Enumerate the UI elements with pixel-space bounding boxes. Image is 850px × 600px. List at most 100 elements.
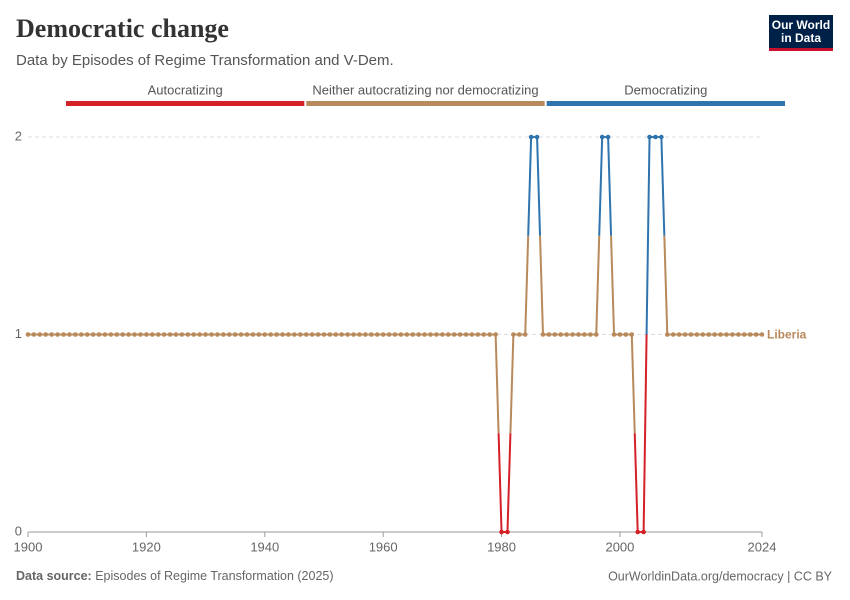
data-point bbox=[546, 332, 552, 337]
data-point bbox=[505, 529, 510, 535]
data-point bbox=[629, 332, 635, 337]
x-tick-label: 2000 bbox=[605, 539, 634, 554]
data-point bbox=[499, 529, 504, 535]
data-point bbox=[221, 332, 226, 337]
data-point bbox=[37, 332, 43, 337]
data-point bbox=[315, 332, 321, 337]
x-tick-label: 1960 bbox=[369, 539, 398, 554]
line-segment bbox=[630, 334, 636, 434]
data-point bbox=[706, 332, 712, 337]
line-segment bbox=[598, 136, 604, 236]
data-point bbox=[522, 332, 528, 337]
data-point bbox=[351, 332, 356, 337]
data-point bbox=[185, 332, 191, 337]
line-segment bbox=[524, 235, 530, 335]
data-point bbox=[102, 332, 108, 337]
data-point bbox=[517, 332, 522, 337]
data-point bbox=[534, 134, 540, 140]
line-segment bbox=[536, 136, 542, 236]
x-tick-label: 2024 bbox=[748, 539, 777, 554]
data-point bbox=[670, 332, 676, 337]
line-segment bbox=[494, 334, 500, 434]
legend-label: Democratizing bbox=[624, 82, 707, 97]
data-point bbox=[114, 332, 120, 337]
data-point bbox=[339, 332, 345, 337]
line-segment bbox=[539, 235, 544, 335]
logo-underline bbox=[769, 48, 833, 51]
data-point bbox=[440, 332, 445, 337]
data-point bbox=[558, 332, 564, 337]
x-tick-label: 1940 bbox=[250, 539, 279, 554]
data-point bbox=[635, 529, 640, 535]
data-point bbox=[31, 332, 37, 337]
y-tick-label: 2 bbox=[15, 128, 22, 143]
credit[interactable]: OurWorldinData.org/democracy | CC BY bbox=[608, 569, 833, 583]
legend-swatch bbox=[306, 101, 545, 106]
data-point bbox=[363, 332, 368, 337]
data-point bbox=[682, 332, 688, 337]
data-point bbox=[179, 332, 185, 337]
data-point bbox=[126, 332, 131, 337]
data-point bbox=[676, 332, 682, 337]
line-segment bbox=[642, 334, 648, 533]
y-tick-label: 1 bbox=[15, 326, 22, 341]
data-point bbox=[155, 332, 161, 337]
data-point bbox=[451, 332, 457, 337]
legend-label: Neither autocratizing nor democratizing bbox=[312, 82, 538, 97]
data-point bbox=[244, 332, 250, 337]
legend-swatch bbox=[546, 101, 785, 106]
line-segment bbox=[660, 136, 666, 236]
data-point bbox=[688, 332, 694, 337]
data-point bbox=[345, 332, 350, 337]
x-tick-label: 1900 bbox=[14, 539, 43, 554]
line-segment bbox=[527, 136, 533, 236]
line-segment bbox=[633, 433, 639, 533]
data-point bbox=[43, 332, 49, 337]
data-point bbox=[588, 332, 593, 337]
data-point bbox=[67, 332, 72, 337]
data-point bbox=[380, 332, 386, 337]
data-point bbox=[49, 332, 54, 337]
data-point bbox=[623, 332, 629, 337]
logo[interactable]: Our World in Data bbox=[769, 15, 833, 51]
data-point bbox=[582, 332, 587, 337]
data-point bbox=[386, 332, 392, 337]
line-segment bbox=[509, 334, 515, 434]
line-segment bbox=[610, 235, 616, 335]
data-point bbox=[309, 332, 315, 337]
data-point bbox=[422, 332, 427, 337]
data-point bbox=[268, 332, 273, 337]
data-point bbox=[357, 332, 362, 337]
data-point bbox=[286, 332, 291, 337]
data-point bbox=[463, 332, 469, 337]
data-point bbox=[759, 332, 765, 337]
data-point bbox=[511, 332, 516, 337]
data-point bbox=[321, 332, 327, 337]
data-point bbox=[161, 332, 167, 337]
data-point bbox=[445, 332, 451, 337]
data-point bbox=[736, 332, 741, 337]
data-point bbox=[232, 332, 238, 337]
data-point bbox=[730, 332, 735, 337]
data-point bbox=[238, 332, 244, 337]
data-point bbox=[712, 332, 717, 337]
data-point bbox=[61, 332, 66, 337]
data-point bbox=[404, 332, 410, 337]
data-point bbox=[226, 332, 232, 337]
data-point bbox=[593, 332, 599, 337]
data-point bbox=[576, 332, 581, 337]
data-point bbox=[718, 332, 723, 337]
data-point bbox=[297, 332, 303, 337]
data-point bbox=[173, 332, 179, 337]
data-point bbox=[694, 332, 700, 337]
data-point bbox=[700, 332, 706, 337]
data-point bbox=[73, 332, 78, 337]
legend-label: Autocratizing bbox=[148, 82, 223, 97]
data-point bbox=[132, 332, 137, 337]
data-point bbox=[434, 332, 439, 337]
data-point bbox=[469, 332, 475, 337]
line-segment bbox=[497, 433, 503, 533]
data-point bbox=[481, 332, 487, 337]
data-point bbox=[647, 134, 652, 140]
